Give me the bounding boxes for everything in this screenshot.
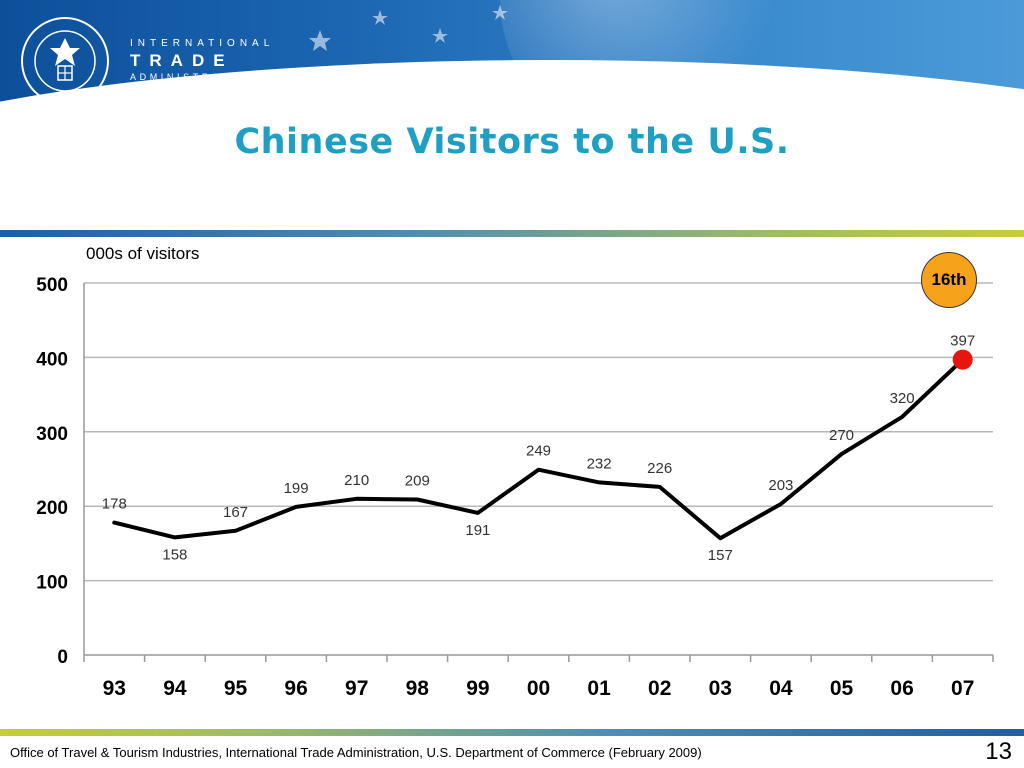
data-label: 191 [465,522,490,539]
x-tick-label: 00 [527,677,550,700]
data-label: 320 [890,390,915,407]
footer-source: Office of Travel & Tourism Industries, I… [10,745,702,760]
data-label: 249 [526,443,551,460]
x-tick-label: 02 [648,677,671,700]
data-label: 210 [344,472,369,489]
x-tick-label: 06 [890,677,913,700]
data-label: 232 [587,455,612,472]
highlight-point [952,349,973,370]
data-label: 157 [708,547,733,564]
data-label: 199 [284,480,309,497]
ita-logo: INTERNATIONAL TRADE ADMINISTRATION [130,38,274,83]
data-label: 226 [647,460,672,477]
department-of-commerce-seal-icon [21,17,109,105]
bottom-divider [0,729,1024,736]
data-label: 397 [950,333,975,350]
y-tick-label: 100 [36,573,68,594]
x-tick-label: 07 [951,677,974,700]
data-label: 209 [405,473,430,490]
x-tick-label: 05 [830,677,854,700]
header-banner: INTERNATIONAL TRADE ADMINISTRATION [0,0,1024,132]
x-tick-label: 98 [406,677,430,700]
x-tick-label: 95 [224,677,248,700]
y-axis-unit-label: 000s of visitors [86,244,200,263]
data-label: 158 [162,546,187,563]
logo-line-administration: ADMINISTRATION [130,72,257,82]
x-tick-label: 04 [769,677,793,700]
y-tick-label: 400 [36,349,68,370]
y-tick-label: 500 [36,275,68,296]
y-tick-label: 300 [36,424,68,445]
top-divider [0,230,1024,237]
page-title: Chinese Visitors to the U.S. [234,122,790,162]
x-tick-label: 94 [163,677,187,700]
logo-line-trade: TRADE [130,51,234,70]
logo-line-international: INTERNATIONAL [130,38,275,49]
x-tick-label: 03 [709,677,732,700]
x-tick-label: 97 [345,677,368,700]
data-label: 178 [102,496,127,513]
x-tick-label: 93 [103,677,126,700]
y-tick-label: 200 [36,498,68,519]
data-label: 270 [829,427,854,444]
rank-badge: 16th [921,252,977,308]
x-tick-label: 96 [284,677,307,700]
x-tick-label: 99 [466,677,489,700]
page-number: 13 [985,738,1012,765]
stars-decoration [309,5,508,51]
data-label: 167 [223,504,248,521]
series-line [112,357,965,541]
data-label: 203 [768,477,793,494]
y-tick-label: 0 [57,647,68,668]
x-tick-label: 01 [587,677,611,700]
